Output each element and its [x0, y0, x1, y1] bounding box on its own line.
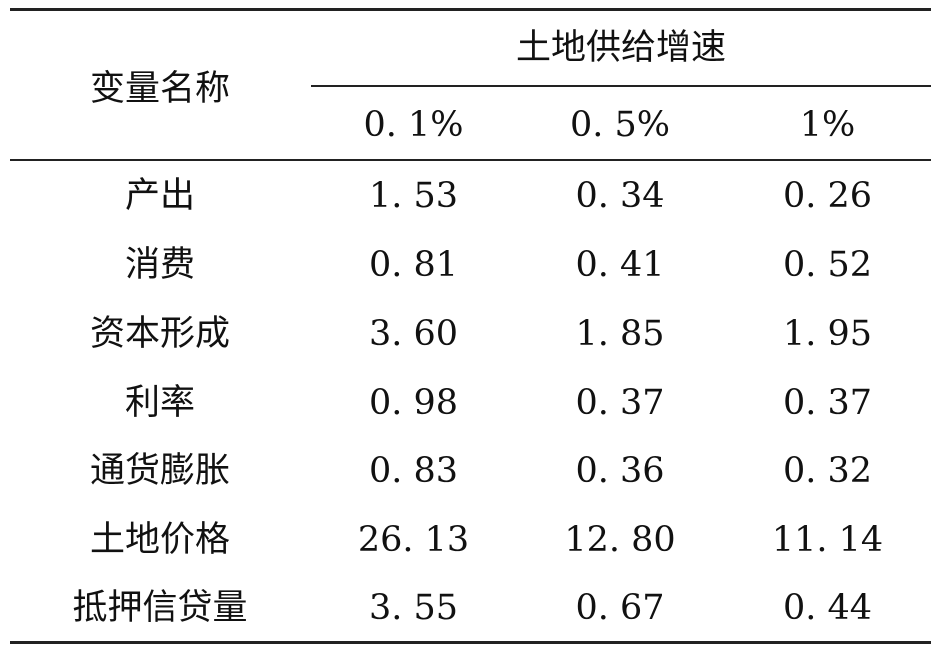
row-label: 通货膨胀: [89, 451, 230, 491]
sub-header-0-5-percent: 0. 5%: [569, 105, 671, 145]
variable-name-header: 变量名称: [89, 69, 230, 109]
row-label: 资本形成: [89, 314, 230, 354]
row-label: 抵押信贷量: [72, 588, 248, 628]
table-cell: 0. 81: [368, 245, 459, 285]
row-label: 利率: [124, 383, 195, 423]
table-cell: 1. 53: [368, 176, 459, 216]
table-cell: 0. 37: [782, 383, 873, 423]
row-label: 消费: [124, 245, 195, 285]
top-rule: [10, 8, 931, 11]
sub-header-0-1-percent: 0. 1%: [363, 105, 464, 145]
table-cell: 1. 95: [782, 314, 873, 354]
table-cell: 0. 44: [782, 588, 873, 628]
table-cell: 0. 83: [368, 451, 459, 491]
table-cell: 12. 80: [564, 520, 676, 560]
group-header-rule: [311, 85, 931, 87]
table-cell: 0. 32: [782, 451, 873, 491]
table-cell: 11. 14: [771, 520, 884, 560]
bottom-rule: [10, 641, 931, 644]
table-cell: 3. 55: [368, 588, 459, 628]
table-cell: 0. 26: [782, 176, 873, 216]
table-cell: 0. 67: [575, 588, 665, 628]
table-cell: 1. 85: [575, 314, 665, 354]
table-cell: 0. 34: [575, 176, 665, 216]
header-rule: [10, 159, 931, 161]
table-cell: 3. 60: [368, 314, 459, 354]
table-cell: 0. 37: [575, 383, 665, 423]
table-cell: 0. 36: [575, 451, 665, 491]
table-cell: 0. 52: [782, 245, 873, 285]
row-label: 土地价格: [89, 520, 230, 560]
table-cell: 26. 13: [357, 520, 470, 560]
table-cell: 0. 41: [575, 245, 665, 285]
sub-header-1-percent: 1%: [799, 105, 856, 145]
land-supply-growth-header: 土地供给增速: [515, 28, 726, 68]
table-cell: 0. 98: [368, 383, 459, 423]
row-label: 产出: [124, 176, 195, 216]
